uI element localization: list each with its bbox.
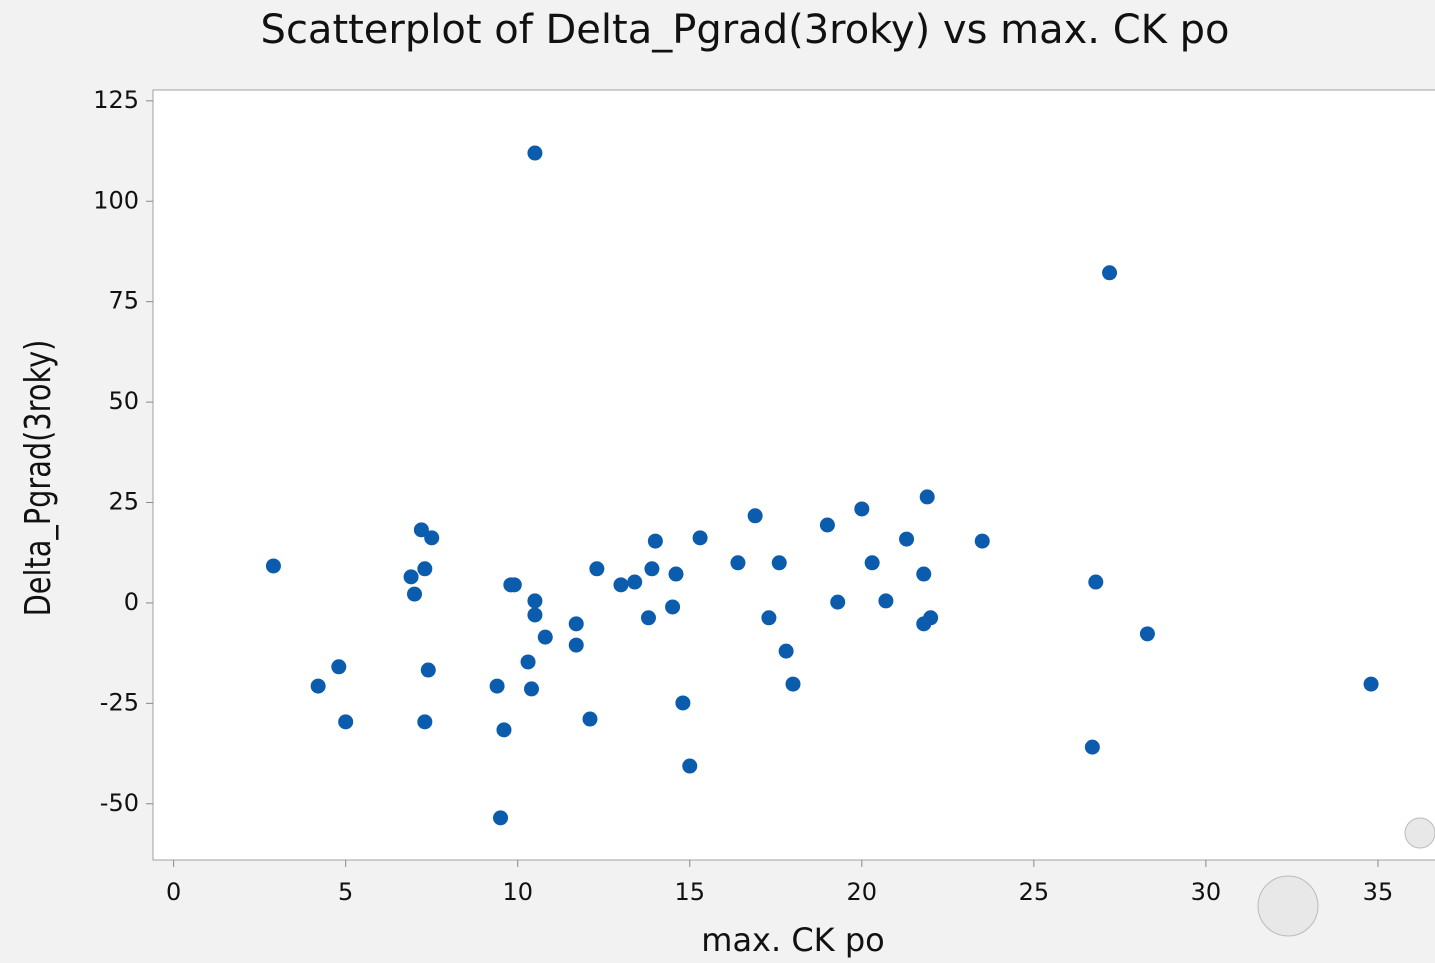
point (761, 610, 777, 626)
x-axis-label: max. CK po (701, 921, 884, 959)
point (527, 607, 543, 623)
point (1088, 574, 1104, 590)
x-tick-label: 10 (502, 878, 533, 906)
point (424, 530, 440, 546)
point (640, 610, 656, 626)
point (1139, 626, 1155, 642)
x-tick-label: 0 (166, 878, 181, 906)
decoration (1257, 817, 1435, 937)
x-tick-label: 15 (675, 878, 706, 906)
point (644, 561, 660, 577)
plot-area (152, 89, 1435, 861)
point (613, 577, 629, 593)
point (974, 533, 990, 549)
point (407, 586, 423, 602)
point (730, 555, 746, 571)
point (785, 676, 801, 692)
point (627, 574, 643, 590)
point (520, 654, 536, 670)
y-tick-label: 25 (108, 488, 139, 516)
point (819, 517, 835, 533)
point (916, 566, 932, 582)
point (568, 637, 584, 653)
chart-title: Scatterplot of Delta_Pgrad(3roky) vs max… (261, 7, 1230, 53)
y-tick-label: -50 (100, 789, 139, 817)
point (417, 714, 433, 730)
point (265, 558, 281, 574)
point (830, 594, 846, 610)
point (527, 593, 543, 609)
x-tick-label: 25 (1019, 878, 1050, 906)
point (403, 569, 419, 585)
y-tick-label: 100 (93, 186, 139, 214)
point (864, 555, 880, 571)
point (778, 643, 794, 659)
y-tick-label: 75 (108, 287, 139, 315)
point (675, 695, 691, 711)
point (668, 566, 684, 582)
x-tick-label: 5 (338, 878, 353, 906)
point (489, 678, 505, 694)
point (771, 555, 787, 571)
point (413, 522, 429, 538)
point (568, 616, 584, 632)
point (1363, 676, 1379, 692)
point (589, 561, 605, 577)
point (692, 530, 708, 546)
point (919, 489, 935, 505)
point (506, 577, 522, 593)
point (417, 561, 433, 577)
point (496, 722, 512, 738)
point (923, 610, 939, 626)
point (493, 810, 509, 826)
point (420, 662, 436, 678)
y-axis-label: Delta_Pgrad(3roky) (17, 340, 59, 617)
y-tick-label: 0 (124, 588, 139, 616)
point (682, 758, 698, 774)
x-tick-label: 35 (1363, 878, 1394, 906)
point (331, 659, 347, 675)
point (647, 533, 663, 549)
point (310, 678, 326, 694)
point (582, 711, 598, 727)
point (899, 531, 915, 547)
point (527, 145, 543, 161)
y-tick-label: 50 (108, 387, 139, 415)
point (523, 681, 539, 697)
point (537, 629, 553, 645)
x-tick-label: 30 (1191, 878, 1222, 906)
point (1102, 265, 1118, 281)
point (747, 508, 763, 524)
point (878, 593, 894, 609)
x-tick-label: 20 (847, 878, 878, 906)
point (854, 501, 870, 517)
point (665, 599, 681, 615)
y-tick-label: 125 (93, 86, 139, 114)
y-tick-label: -25 (100, 688, 139, 716)
point (1084, 739, 1100, 755)
point (338, 714, 354, 730)
